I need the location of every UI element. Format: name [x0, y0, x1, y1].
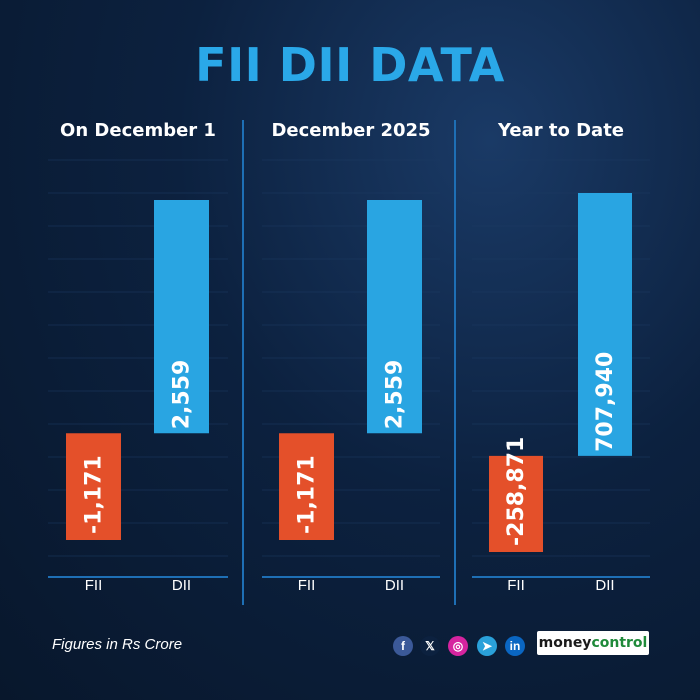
- divider: [242, 120, 244, 605]
- category-label: FII: [85, 577, 103, 594]
- divider: [454, 120, 456, 605]
- category-label: DII: [595, 577, 614, 594]
- facebook-icon[interactable]: f: [393, 636, 413, 656]
- brand-part1: money: [538, 635, 592, 651]
- data-label: -258,871: [504, 437, 529, 546]
- category-label: DII: [172, 577, 191, 594]
- bar-fii: [489, 455, 543, 552]
- panel-on-december-1: On December 1 -1,171 FII 2,559 DII: [48, 112, 228, 604]
- category-label: FII: [298, 577, 316, 594]
- data-label: 707,940: [593, 352, 618, 452]
- footnote: Figures in Rs Crore: [52, 636, 183, 653]
- telegram-icon[interactable]: ➤: [477, 636, 497, 656]
- data-label: 2,559: [383, 360, 408, 430]
- x-icon[interactable]: 𝕏: [420, 636, 440, 656]
- instagram-icon[interactable]: ◎: [448, 636, 468, 656]
- panel-title: Year to Date: [497, 120, 625, 141]
- data-label: 2,559: [170, 360, 195, 430]
- bar-dii: [578, 193, 632, 456]
- bar-fii: [66, 433, 121, 540]
- bar-dii: [154, 200, 209, 434]
- panel-title: December 2025: [271, 120, 431, 141]
- chart-title: FII DII DATA: [195, 38, 505, 92]
- bar-chart-on-december-1: -1,171 FII 2,559 DII: [48, 159, 228, 594]
- bar-dii: [367, 200, 422, 434]
- panel-december-2025: December 2025 -1,171 FII 2,559 DII: [262, 112, 440, 604]
- data-label: -1,171: [82, 455, 107, 534]
- category-label: FII: [507, 577, 525, 594]
- category-label: DII: [385, 577, 404, 594]
- bar-fii: [279, 433, 334, 540]
- linkedin-icon[interactable]: in: [505, 636, 525, 656]
- moneycontrol-logo[interactable]: money control: [537, 631, 649, 655]
- bar-chart-december-2025: -1,171 FII 2,559 DII: [262, 159, 440, 594]
- panel-title: On December 1: [60, 120, 216, 141]
- data-label: -1,171: [295, 455, 320, 534]
- bar-chart-year-to-date: -258,871 FII 707,940 DII: [472, 159, 650, 594]
- panel-year-to-date: Year to Date -258,871 FII 707,940 DII: [472, 112, 650, 604]
- brand-part2: control: [591, 635, 648, 651]
